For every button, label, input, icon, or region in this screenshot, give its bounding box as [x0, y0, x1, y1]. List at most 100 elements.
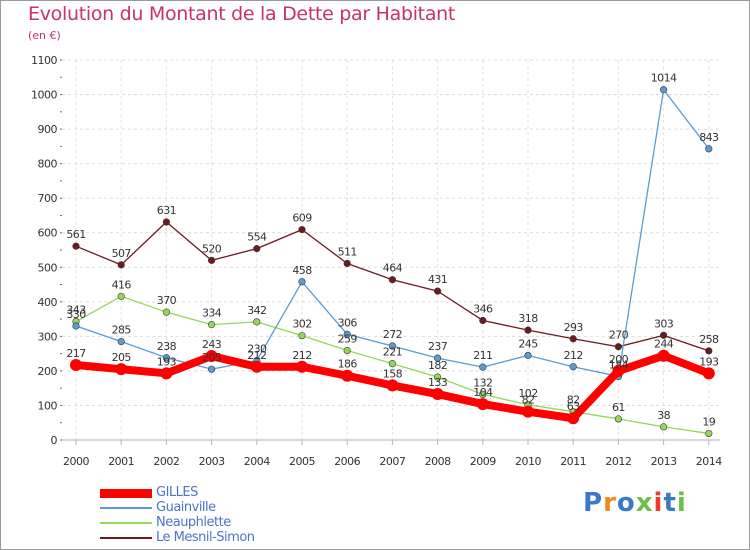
data-label-guainville: 205 — [202, 351, 222, 364]
data-point-le-mesnil-simon — [659, 331, 668, 339]
legend-item: Neauphlette — [100, 516, 231, 530]
data-label-le-mesnil-simon: 507 — [112, 247, 132, 260]
data-label-le-mesnil-simon: 520 — [202, 242, 222, 255]
data-point-le-mesnil-simon — [72, 242, 80, 250]
x-tick-label: 2003 — [199, 455, 225, 468]
data-point-neauphlette — [343, 346, 351, 355]
data-point-guainville — [298, 278, 306, 286]
data-point-gilles — [386, 379, 399, 392]
data-point-guainville — [72, 322, 80, 330]
x-tick-label: 2006 — [334, 455, 360, 468]
y-tick-label: 0 — [51, 434, 58, 447]
data-point-gilles — [476, 398, 489, 411]
data-point-guainville — [117, 337, 125, 346]
x-tick-label: 2010 — [515, 455, 541, 468]
data-point-gilles — [431, 388, 444, 401]
logo-letter: i — [676, 488, 687, 518]
data-label-gilles: 82 — [522, 394, 535, 407]
data-label-neauphlette: 61 — [612, 401, 625, 414]
data-point-gilles — [250, 360, 263, 373]
legend-item: GILLES — [100, 486, 198, 500]
data-point-neauphlette — [388, 360, 397, 368]
data-label-guainville: 211 — [473, 349, 492, 362]
data-point-neauphlette — [705, 429, 713, 438]
y-tick-label: 100 — [38, 399, 58, 412]
y-tick-label: 1000 — [31, 89, 57, 102]
y-tick-label: 500 — [38, 261, 58, 274]
data-label-gilles: 212 — [247, 349, 266, 362]
x-tick-label: 2002 — [153, 455, 179, 468]
legend-label: Guainville — [156, 500, 216, 515]
data-label-guainville: 272 — [383, 328, 402, 341]
data-label-neauphlette: 259 — [338, 333, 358, 346]
x-tick-label: 2011 — [560, 455, 586, 468]
data-label-le-mesnil-simon: 511 — [338, 245, 357, 258]
data-label-neauphlette: 182 — [428, 359, 447, 372]
data-label-le-mesnil-simon: 464 — [383, 262, 403, 275]
data-label-le-mesnil-simon: 561 — [66, 228, 85, 241]
data-label-neauphlette: 19 — [702, 415, 715, 428]
y-tick-label: 300 — [38, 330, 58, 343]
data-point-le-mesnil-simon — [569, 335, 577, 343]
data-point-le-mesnil-simon — [479, 316, 487, 325]
data-label-layer: 561 507 631 520 554 609 511 464 431 346 318 293 270 3… — [66, 72, 719, 429]
data-label-gilles: 186 — [338, 358, 358, 371]
legend-swatch — [100, 537, 152, 539]
data-point-neauphlette — [479, 390, 487, 399]
data-label-gilles: 133 — [428, 376, 448, 389]
legend-swatch — [100, 507, 152, 509]
data-point-gilles — [205, 350, 218, 363]
data-label-guainville: 237 — [428, 340, 448, 353]
logo-letter: x — [635, 488, 654, 518]
data-label-gilles: 104 — [473, 386, 493, 399]
legend-item: Guainville — [100, 501, 216, 515]
data-label-le-mesnil-simon: 270 — [609, 329, 629, 342]
data-point-gilles — [115, 363, 128, 376]
data-label-gilles: 243 — [202, 338, 222, 351]
data-point-le-mesnil-simon — [434, 287, 442, 295]
data-point-gilles — [296, 360, 308, 373]
data-point-le-mesnil-simon — [298, 226, 306, 234]
proxiti-logo: Proxiti — [583, 488, 687, 518]
x-tick-label: 2009 — [470, 455, 496, 468]
x-tick-label: 2012 — [605, 455, 631, 468]
x-tick-label: 2005 — [289, 455, 315, 468]
data-point-gilles — [70, 359, 82, 372]
x-tick-label: 2013 — [651, 455, 677, 468]
data-label-neauphlette: 343 — [66, 304, 86, 317]
data-label-gilles: 193 — [157, 355, 177, 368]
data-point-guainville — [479, 363, 487, 371]
data-point-gilles — [702, 367, 715, 380]
y-tick-label: 1100 — [31, 54, 57, 67]
data-label-neauphlette: 38 — [657, 409, 670, 422]
data-label-neauphlette: 102 — [518, 387, 537, 400]
data-label-gilles: 212 — [292, 349, 311, 362]
data-label-gilles: 244 — [654, 338, 674, 351]
data-label-le-mesnil-simon: 431 — [428, 273, 447, 286]
data-label-neauphlette: 334 — [202, 307, 222, 320]
data-label-guainville: 238 — [157, 340, 177, 353]
x-tick-label: 2008 — [425, 455, 451, 468]
data-label-gilles: 158 — [383, 367, 403, 380]
legend-label: Neauphlette — [156, 515, 231, 530]
x-tick-label: 2004 — [244, 455, 270, 468]
data-label-guainville: 212 — [564, 349, 583, 362]
y-tick-label: 200 — [38, 365, 58, 378]
data-point-neauphlette — [659, 423, 668, 431]
data-label-guainville: 306 — [338, 316, 358, 329]
data-point-guainville — [524, 351, 532, 359]
data-label-le-mesnil-simon: 293 — [564, 321, 584, 334]
data-point-le-mesnil-simon — [614, 343, 623, 351]
data-point-le-mesnil-simon — [343, 259, 351, 268]
data-label-neauphlette: 132 — [473, 376, 492, 389]
y-tick-label: 400 — [38, 296, 58, 309]
data-point-gilles — [567, 412, 580, 425]
data-label-gilles: 217 — [66, 347, 86, 360]
data-point-neauphlette — [162, 308, 170, 316]
data-point-neauphlette — [298, 332, 306, 340]
data-label-guainville: 843 — [699, 131, 719, 144]
x-tick-label: 2014 — [696, 455, 722, 468]
data-label-neauphlette: 302 — [292, 318, 311, 331]
